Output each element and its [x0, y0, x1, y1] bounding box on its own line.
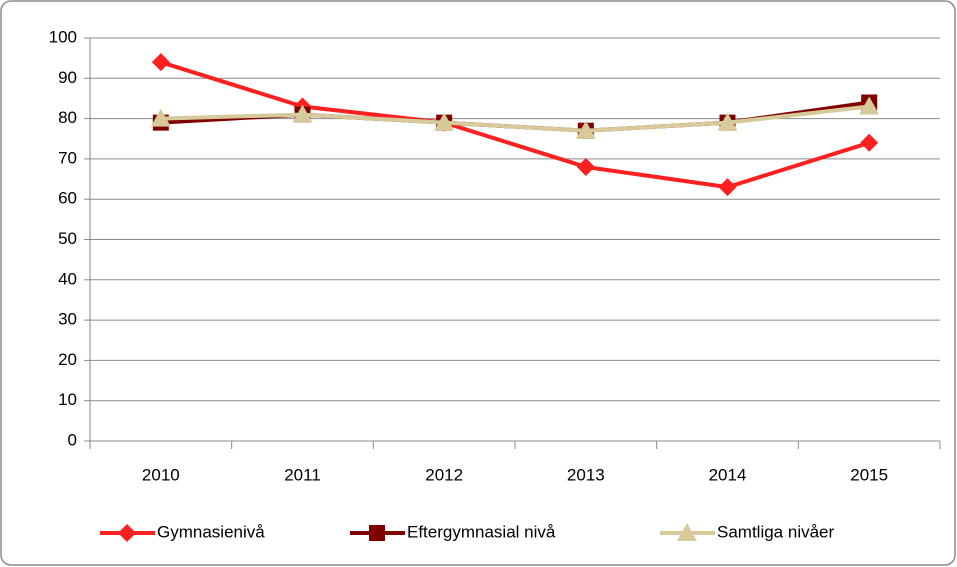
y-tick-label: 30 — [58, 310, 77, 329]
x-tick-label: 2015 — [850, 465, 888, 484]
y-tick-label: 20 — [58, 350, 77, 369]
legend-label: Gymnasienivå — [157, 522, 265, 541]
y-tick-label: 50 — [58, 229, 77, 248]
marker — [717, 112, 738, 131]
x-tick-label: 2012 — [425, 465, 463, 484]
y-tick-label: 10 — [58, 390, 77, 409]
y-tick-label: 70 — [58, 148, 77, 167]
marker — [369, 525, 385, 541]
marker — [118, 524, 136, 542]
legend-label: Samtliga nivåer — [717, 522, 835, 541]
series-line — [160, 104, 870, 133]
marker — [434, 112, 455, 131]
y-tick-label: 40 — [58, 269, 77, 288]
marker — [576, 157, 595, 176]
legend-label: Eftergymnasial nivå — [407, 522, 556, 541]
marker — [575, 120, 596, 139]
x-tick-label: 2014 — [709, 465, 747, 484]
marker — [859, 96, 880, 115]
y-tick-label: 90 — [58, 68, 77, 87]
marker — [718, 178, 737, 197]
x-tick-label: 2010 — [142, 465, 180, 484]
series-line — [160, 60, 870, 190]
marker — [150, 108, 171, 127]
x-tick-label: 2011 — [284, 465, 321, 484]
y-tick-label: 60 — [58, 189, 77, 208]
y-tick-label: 0 — [68, 430, 77, 449]
marker — [292, 104, 313, 123]
marker — [677, 523, 697, 541]
x-tick-label: 2013 — [567, 465, 605, 484]
marker — [860, 133, 879, 152]
marker — [151, 53, 170, 72]
y-tick-label: 100 — [49, 27, 77, 46]
y-tick-label: 80 — [58, 108, 77, 127]
